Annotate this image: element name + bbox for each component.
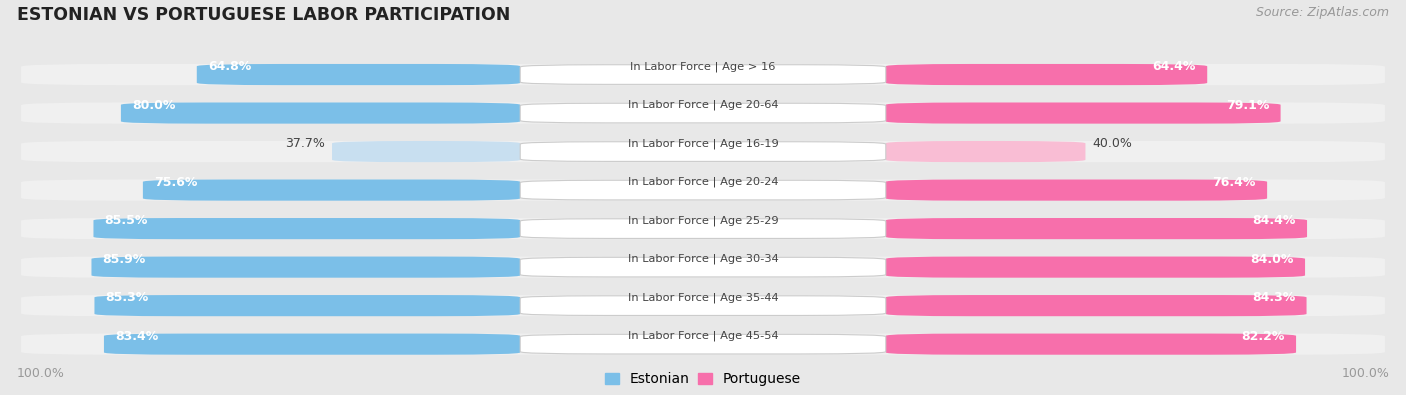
FancyBboxPatch shape	[886, 218, 1308, 239]
FancyBboxPatch shape	[121, 102, 520, 124]
Text: In Labor Force | Age 20-64: In Labor Force | Age 20-64	[627, 100, 779, 111]
FancyBboxPatch shape	[520, 334, 886, 354]
FancyBboxPatch shape	[21, 333, 1385, 355]
Text: ESTONIAN VS PORTUGUESE LABOR PARTICIPATION: ESTONIAN VS PORTUGUESE LABOR PARTICIPATI…	[17, 6, 510, 24]
Text: In Labor Force | Age 20-24: In Labor Force | Age 20-24	[627, 177, 779, 188]
Text: 84.3%: 84.3%	[1253, 291, 1295, 304]
Text: 64.4%: 64.4%	[1153, 60, 1197, 73]
FancyBboxPatch shape	[197, 64, 520, 85]
FancyBboxPatch shape	[886, 179, 1267, 201]
FancyBboxPatch shape	[886, 256, 1305, 278]
Text: In Labor Force | Age 30-34: In Labor Force | Age 30-34	[627, 254, 779, 265]
Text: 100.0%: 100.0%	[17, 367, 65, 380]
FancyBboxPatch shape	[21, 295, 1385, 316]
FancyBboxPatch shape	[520, 65, 886, 85]
FancyBboxPatch shape	[520, 180, 886, 200]
FancyBboxPatch shape	[94, 295, 520, 316]
FancyBboxPatch shape	[886, 141, 1085, 162]
Text: 37.7%: 37.7%	[285, 137, 325, 150]
FancyBboxPatch shape	[21, 256, 1385, 278]
Text: In Labor Force | Age 35-44: In Labor Force | Age 35-44	[627, 292, 779, 303]
FancyBboxPatch shape	[93, 218, 520, 239]
FancyBboxPatch shape	[21, 179, 1385, 201]
Text: 76.4%: 76.4%	[1212, 176, 1256, 189]
FancyBboxPatch shape	[886, 102, 1281, 124]
Text: 64.8%: 64.8%	[208, 60, 252, 73]
FancyBboxPatch shape	[520, 219, 886, 239]
Legend: Estonian, Portuguese: Estonian, Portuguese	[605, 372, 801, 386]
Text: 82.2%: 82.2%	[1241, 330, 1285, 343]
FancyBboxPatch shape	[91, 256, 520, 278]
FancyBboxPatch shape	[520, 103, 886, 123]
FancyBboxPatch shape	[886, 295, 1306, 316]
FancyBboxPatch shape	[520, 296, 886, 316]
Text: In Labor Force | Age > 16: In Labor Force | Age > 16	[630, 61, 776, 72]
FancyBboxPatch shape	[332, 141, 520, 162]
Text: In Labor Force | Age 16-19: In Labor Force | Age 16-19	[627, 138, 779, 149]
FancyBboxPatch shape	[21, 218, 1385, 239]
Text: 83.4%: 83.4%	[115, 330, 159, 343]
Text: 84.0%: 84.0%	[1250, 253, 1294, 266]
FancyBboxPatch shape	[520, 142, 886, 162]
Text: 100.0%: 100.0%	[1341, 367, 1389, 380]
Text: In Labor Force | Age 45-54: In Labor Force | Age 45-54	[627, 331, 779, 342]
FancyBboxPatch shape	[886, 333, 1296, 355]
Text: 85.3%: 85.3%	[105, 291, 149, 304]
Text: 79.1%: 79.1%	[1226, 99, 1270, 112]
Text: 84.4%: 84.4%	[1253, 214, 1296, 227]
FancyBboxPatch shape	[520, 257, 886, 277]
Text: In Labor Force | Age 25-29: In Labor Force | Age 25-29	[627, 215, 779, 226]
Text: 40.0%: 40.0%	[1092, 137, 1132, 150]
FancyBboxPatch shape	[21, 64, 1385, 85]
Text: 85.5%: 85.5%	[104, 214, 148, 227]
FancyBboxPatch shape	[886, 64, 1208, 85]
Text: Source: ZipAtlas.com: Source: ZipAtlas.com	[1256, 6, 1389, 19]
Text: 75.6%: 75.6%	[155, 176, 197, 189]
Text: 85.9%: 85.9%	[103, 253, 146, 266]
FancyBboxPatch shape	[104, 333, 520, 355]
FancyBboxPatch shape	[21, 141, 1385, 162]
FancyBboxPatch shape	[21, 102, 1385, 124]
FancyBboxPatch shape	[143, 179, 520, 201]
Text: 80.0%: 80.0%	[132, 99, 176, 112]
